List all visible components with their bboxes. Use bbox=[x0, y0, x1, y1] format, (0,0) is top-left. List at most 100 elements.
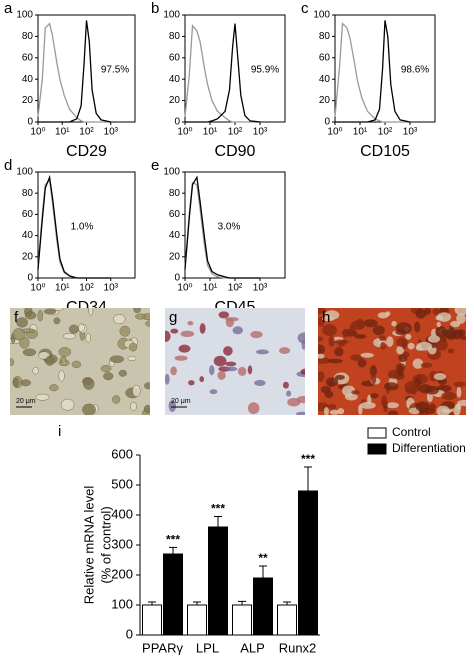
cell bbox=[135, 313, 146, 320]
y-tick-label: 80 bbox=[169, 188, 181, 199]
micrograph-background bbox=[318, 308, 466, 415]
cell bbox=[53, 317, 61, 325]
cell bbox=[130, 402, 137, 411]
y-tick-label: 80 bbox=[22, 31, 34, 42]
micrograph bbox=[318, 308, 466, 415]
cell bbox=[428, 404, 437, 410]
panel-label: f bbox=[14, 309, 19, 326]
cell bbox=[145, 320, 150, 327]
cell bbox=[371, 373, 377, 385]
x-tick-label: 10⁰ bbox=[177, 283, 192, 294]
cell bbox=[377, 312, 389, 319]
y-tick-label: 100 bbox=[16, 167, 33, 178]
legend-swatch bbox=[367, 443, 387, 455]
cell bbox=[460, 335, 466, 341]
y-tick-label: 100 bbox=[313, 10, 330, 21]
cell bbox=[250, 330, 263, 339]
cell bbox=[415, 308, 427, 319]
cell bbox=[199, 376, 205, 383]
x-axis-label: CD29 bbox=[66, 143, 107, 160]
y-tick-label: 0 bbox=[324, 117, 330, 128]
x-tick-label: 10³ bbox=[104, 283, 119, 294]
x-tick-label: ALP bbox=[240, 640, 265, 655]
cell bbox=[132, 384, 141, 397]
cell bbox=[118, 369, 127, 377]
histogram-curve bbox=[184, 175, 260, 279]
cell bbox=[391, 320, 397, 327]
cell bbox=[360, 352, 374, 358]
cell bbox=[58, 347, 71, 357]
cell bbox=[180, 330, 195, 338]
cell bbox=[357, 358, 367, 368]
cell bbox=[450, 320, 461, 328]
cell bbox=[223, 346, 233, 356]
legend-swatch bbox=[367, 427, 387, 439]
x-tick-label: 10¹ bbox=[203, 283, 218, 294]
cell bbox=[170, 328, 179, 334]
x-tick-label: 10⁰ bbox=[30, 283, 45, 294]
x-tick-label: 10¹ bbox=[353, 127, 368, 138]
cell bbox=[255, 349, 269, 355]
cell bbox=[405, 333, 412, 340]
cell bbox=[218, 311, 230, 319]
micrograph bbox=[10, 308, 150, 415]
cell bbox=[282, 381, 289, 389]
panel-label: b bbox=[151, 0, 159, 17]
micrograph bbox=[165, 308, 305, 415]
cell bbox=[109, 355, 125, 364]
scale-label: 20 μm bbox=[16, 398, 36, 405]
x-tick-label: 10² bbox=[79, 127, 94, 138]
y-tick-label: 0 bbox=[174, 273, 180, 284]
x-axis-label: CD105 bbox=[360, 143, 410, 160]
cell bbox=[318, 336, 324, 342]
cell bbox=[43, 308, 57, 315]
cell bbox=[454, 308, 466, 316]
percent-annotation: 98.6% bbox=[401, 65, 429, 76]
x-tick-label: 10¹ bbox=[55, 127, 70, 138]
cell bbox=[363, 319, 378, 328]
y-tick-label: 80 bbox=[169, 31, 181, 42]
cell bbox=[247, 402, 260, 415]
cell bbox=[225, 361, 237, 367]
cell bbox=[143, 404, 150, 413]
cell bbox=[13, 377, 19, 388]
cell bbox=[209, 389, 218, 395]
cell bbox=[318, 371, 325, 382]
cell bbox=[342, 328, 348, 339]
y-tick-label: 100 bbox=[111, 596, 133, 611]
bar bbox=[163, 553, 183, 636]
cell bbox=[301, 339, 305, 350]
cell bbox=[416, 341, 433, 351]
bar bbox=[187, 604, 207, 636]
cell bbox=[113, 314, 126, 325]
histogram-curve bbox=[38, 20, 111, 123]
cell bbox=[342, 385, 356, 397]
cell bbox=[349, 323, 355, 333]
cell bbox=[232, 326, 243, 335]
cell bbox=[360, 401, 376, 409]
cell bbox=[58, 370, 65, 382]
cell bbox=[112, 395, 121, 404]
y-tick-label: 500 bbox=[111, 476, 133, 491]
cell bbox=[60, 398, 75, 411]
cell bbox=[351, 390, 360, 395]
x-tick-label: 10¹ bbox=[55, 283, 70, 294]
cell bbox=[174, 355, 188, 361]
cell bbox=[16, 317, 28, 328]
cell bbox=[434, 339, 448, 351]
x-tick-label: PPARγ bbox=[142, 640, 183, 655]
cell bbox=[300, 368, 305, 375]
cell bbox=[144, 382, 150, 390]
cell bbox=[380, 341, 386, 350]
y-tick-label: 80 bbox=[319, 31, 331, 42]
y-tick-label: 0 bbox=[174, 117, 180, 128]
y-tick-label: 80 bbox=[22, 188, 34, 199]
cell bbox=[396, 337, 408, 347]
x-tick-label: 10² bbox=[378, 127, 393, 138]
cell bbox=[420, 362, 433, 368]
cell bbox=[21, 328, 36, 334]
cell bbox=[103, 372, 114, 381]
cell bbox=[178, 344, 191, 353]
histogram-curve bbox=[184, 24, 260, 123]
histogram-curve bbox=[37, 22, 111, 123]
